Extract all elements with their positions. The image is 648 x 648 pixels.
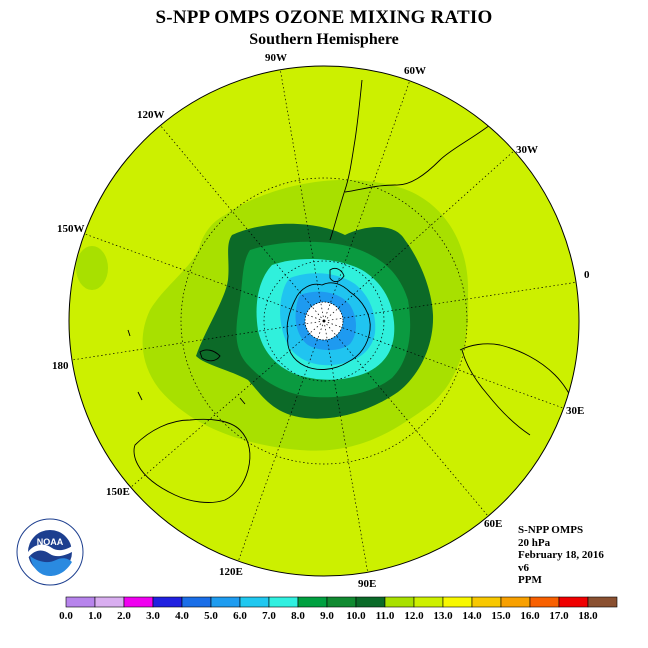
lon-label-150w: 150W bbox=[57, 223, 85, 235]
info-level: 20 hPa bbox=[518, 536, 551, 549]
info-units: PPM bbox=[518, 574, 542, 586]
lon-label-90e: 90E bbox=[358, 578, 376, 590]
info-instrument: S-NPP OMPS bbox=[518, 524, 584, 536]
coastlines bbox=[127, 79, 576, 503]
meridian-lines bbox=[71, 67, 579, 575]
ozone-patch-150w bbox=[76, 246, 108, 290]
lon-label-120e: 120E bbox=[219, 566, 243, 578]
lon-label-30w: 30W bbox=[516, 144, 538, 156]
lon-label-30e: 30E bbox=[566, 405, 584, 417]
lon-label-120w: 120W bbox=[137, 109, 165, 121]
map-subtitle: Southern Hemisphere bbox=[249, 31, 399, 48]
info-date: February 18, 2016 bbox=[518, 549, 604, 561]
lon-label-180: 180 bbox=[52, 360, 69, 372]
lon-label-150e: 150E bbox=[106, 486, 130, 498]
lon-label-90w: 90W bbox=[265, 52, 287, 64]
map-info-block: S-NPP OMPS 20 hPa February 18, 2016 v6 P… bbox=[518, 524, 604, 587]
lon-label-0: 0 bbox=[584, 269, 590, 281]
lon-label-60w: 60W bbox=[404, 65, 426, 77]
latitude-circles bbox=[180, 177, 468, 465]
longitude-labels: 90W 60W 30W 0 30E 60E 90E 120E 150E 180 … bbox=[52, 52, 590, 590]
map-border bbox=[68, 65, 580, 577]
noaa-logo-text: NOAA bbox=[37, 537, 64, 547]
map-title: S-NPP OMPS OZONE MIXING RATIO bbox=[155, 7, 493, 28]
info-version: v6 bbox=[518, 561, 529, 574]
lon-label-60e: 60E bbox=[484, 518, 502, 530]
noaa-logo: NOAA bbox=[16, 518, 84, 586]
